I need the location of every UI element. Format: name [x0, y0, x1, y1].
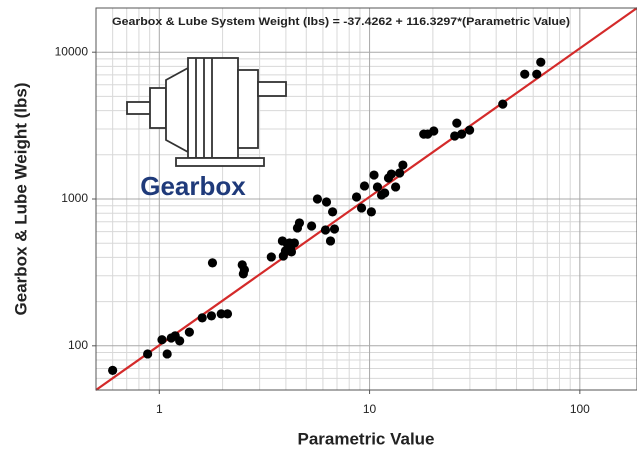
point [359, 181, 370, 191]
point [386, 169, 396, 179]
ribs [195, 58, 213, 158]
point [289, 238, 299, 248]
shaft-left [126, 101, 152, 115]
point [498, 99, 508, 109]
point [207, 258, 218, 268]
point [321, 197, 332, 207]
gearbox-icon [126, 57, 287, 167]
x-tick-label: 100 [570, 402, 590, 416]
shaft-right [257, 81, 287, 97]
image-label: Gearbox [140, 171, 246, 201]
point [306, 221, 317, 231]
point [398, 160, 408, 170]
fit-line [95, 7, 637, 391]
point [143, 349, 153, 359]
point [175, 336, 185, 346]
y-tick-label: 100 [68, 338, 88, 352]
point [380, 188, 390, 198]
annotation: Gearbox & Lube System Weight (lbs) = -37… [112, 16, 570, 28]
point [391, 182, 401, 192]
point [206, 311, 217, 321]
point [457, 129, 467, 139]
y-axis-label: Gearbox & Lube Weight (lbs) [11, 83, 30, 316]
point [266, 252, 276, 262]
point [366, 207, 376, 217]
point [327, 207, 338, 217]
point [286, 247, 297, 257]
point [369, 170, 379, 180]
point [520, 69, 530, 79]
point [329, 224, 340, 234]
point [320, 225, 331, 235]
y-tick-label: 1000 [61, 191, 88, 205]
housing-cone [165, 66, 189, 154]
point [450, 131, 460, 141]
point [294, 218, 305, 228]
point [536, 57, 546, 67]
point [395, 168, 405, 178]
point [429, 126, 439, 136]
point [356, 203, 367, 213]
point [157, 335, 167, 345]
marks [95, 7, 637, 391]
point [532, 69, 542, 79]
point [162, 349, 172, 359]
point [108, 365, 118, 375]
point [351, 192, 362, 202]
point [222, 309, 233, 319]
point [238, 269, 248, 279]
x-tick-label: 1 [156, 402, 163, 416]
flange [149, 87, 167, 129]
point [452, 118, 462, 128]
y-tick-label: 10000 [55, 44, 89, 58]
point [372, 182, 383, 192]
point [312, 194, 323, 204]
x-axis-label: Parametric Value [297, 429, 434, 448]
housing-right [237, 69, 259, 149]
point [464, 125, 475, 135]
x-tick-label: 10 [363, 402, 377, 416]
base [175, 157, 265, 167]
point [325, 236, 336, 246]
point [197, 313, 207, 323]
point [184, 327, 194, 337]
